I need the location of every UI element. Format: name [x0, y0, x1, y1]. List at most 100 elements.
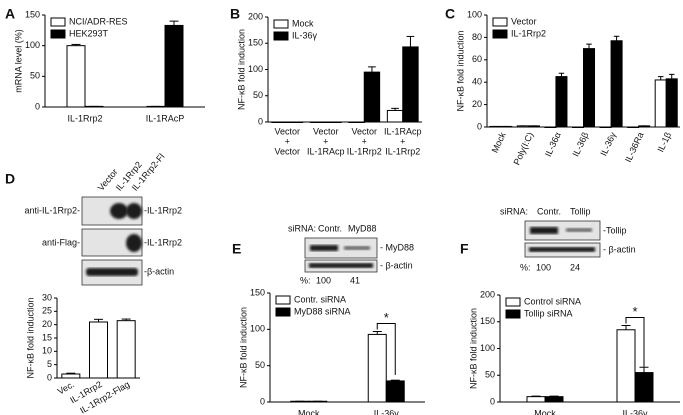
y-axis-label: NF-κB fold induction — [25, 297, 35, 378]
y-axis-label: NF-κB fold induction — [238, 307, 248, 388]
bar — [363, 71, 381, 123]
pct: 41 — [350, 275, 360, 285]
x-tick-label: + — [362, 136, 367, 146]
legend-label: IL-36γ — [292, 30, 318, 40]
significance-bracket — [625, 316, 645, 367]
legend-label: Vector — [511, 16, 537, 26]
bar — [325, 121, 342, 123]
bar — [500, 125, 513, 128]
y-tick-label: 0 — [477, 121, 482, 131]
row-label: -β-actin — [144, 266, 174, 276]
panel-label: E — [232, 241, 241, 257]
row-label: -Tollip — [603, 225, 627, 235]
row-label: -IL-1Rrp2 — [144, 237, 182, 247]
bar — [638, 125, 651, 128]
bar — [385, 380, 405, 403]
pct: 24 — [570, 262, 580, 272]
bar — [610, 40, 623, 128]
y-tick-label: 10 — [42, 346, 52, 356]
x-tick-label: IL-36γ — [622, 408, 648, 415]
band — [309, 263, 373, 268]
significance: * — [384, 310, 389, 325]
y-tick-label: 150 — [480, 316, 495, 326]
bar — [634, 372, 654, 403]
row-label: - β-actin — [603, 244, 636, 254]
x-tick-label: IL-36γ — [598, 130, 618, 157]
y-tick-label: 0 — [490, 396, 495, 406]
y-axis-label: NF-κB fold induction — [455, 30, 465, 111]
bar — [599, 126, 612, 128]
band — [344, 246, 370, 250]
x-tick-label: IL-36γ — [374, 408, 400, 415]
bar — [555, 76, 568, 128]
x-tick-label: Poly(I:C) — [511, 131, 535, 167]
band — [529, 247, 595, 252]
y-tick-label: 100 — [248, 64, 263, 74]
x-tick-label: IL-1RAcp — [384, 126, 422, 136]
y-tick-label: 80 — [472, 32, 482, 42]
y-tick-label: 50 — [253, 90, 263, 100]
row-label: - MyD88 — [380, 242, 414, 252]
x-tick-label: + — [323, 136, 328, 146]
band — [310, 245, 338, 251]
legend-swatch — [50, 29, 66, 39]
y-tick-label: 100 — [250, 324, 265, 334]
y-axis-label: mRNA level (%) — [13, 29, 23, 93]
x-tick-label: IL-1Rrp2 — [385, 146, 420, 156]
blot — [524, 220, 601, 241]
bar — [66, 45, 86, 108]
pct-label: %: — [520, 262, 531, 272]
legend-label: Contr. siRNA — [294, 294, 346, 304]
lane-label: Contr. — [537, 206, 561, 216]
blot-prefix: siRNA: — [500, 206, 528, 216]
bar — [583, 48, 596, 128]
x-tick-label: Mock — [534, 408, 556, 415]
legend-swatch — [492, 17, 508, 27]
bar — [271, 121, 288, 123]
legend-swatch — [275, 307, 291, 317]
y-tick-label: 25 — [42, 306, 52, 316]
x-tick-label: IL-36α — [543, 131, 563, 159]
x-tick-label: IL-1RAcp — [307, 146, 345, 156]
legend-swatch — [273, 19, 289, 29]
x-tick-label: IL-36Ra — [623, 131, 646, 164]
y-axis-label: NF-κB fold induction — [236, 29, 246, 110]
x-tick-label: IL-1Rrp2 — [347, 146, 382, 156]
bar — [84, 105, 104, 108]
bar — [544, 396, 564, 403]
x-tick-label: IL-1RAcP — [146, 113, 185, 123]
bar — [286, 121, 304, 123]
bar — [516, 125, 529, 128]
x-tick-label: Vector — [274, 126, 300, 136]
legend-label: Control siRNA — [524, 296, 581, 306]
band — [126, 203, 142, 219]
lane-label: Contr. — [318, 223, 342, 233]
legend-label: Mock — [292, 18, 314, 28]
row-label: anti-Flag- — [42, 237, 80, 247]
lane-label: Tollip — [570, 206, 591, 216]
y-tick-label: 0 — [260, 396, 265, 406]
y-tick-label: 20 — [42, 319, 52, 329]
pct-label: %: — [300, 275, 311, 285]
x-tick-label: + — [400, 136, 405, 146]
panel-label: D — [5, 171, 15, 187]
band — [86, 268, 138, 276]
legend-swatch — [275, 295, 291, 305]
panel-label: B — [230, 6, 240, 22]
bar — [146, 105, 166, 108]
blot-prefix: siRNA: — [288, 223, 316, 233]
significance-bracket — [376, 323, 396, 375]
blot-f: siRNA: Contr. Tollip -Tollip - β-actin %… — [500, 206, 636, 272]
pct: 100 — [536, 262, 551, 272]
blot-d: Vector IL-1Rrp2 IL-1Rrp2-Fl anti-IL-1Rrp… — [24, 152, 182, 286]
y-tick-label: 100 — [480, 343, 495, 353]
legend-label: HEK293T — [69, 28, 109, 38]
blot-e: siRNA: Contr. MyD88 - MyD88 - β-actin %:… — [288, 223, 414, 285]
significance: * — [632, 304, 637, 319]
y-tick-label: 150 — [248, 38, 263, 48]
bar — [348, 121, 365, 123]
bar — [290, 400, 310, 403]
y-tick-label: 150 — [25, 9, 40, 19]
y-tick-label: 30 — [42, 292, 52, 302]
